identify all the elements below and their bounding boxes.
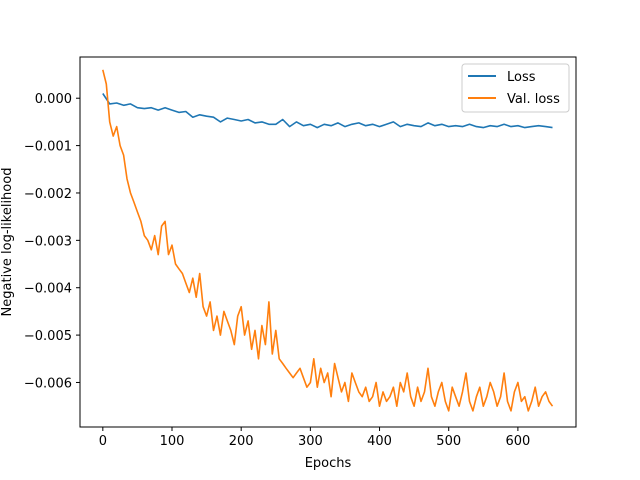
x-tick-label: 600 — [505, 434, 530, 449]
legend-label-loss: Loss — [507, 70, 536, 85]
y-tick-label: −0.006 — [24, 376, 72, 391]
y-tick-label: −0.004 — [24, 282, 72, 297]
x-axis-ticks: 0 100 200 300 400 500 600 — [99, 427, 530, 449]
plot-frame — [79, 56, 577, 428]
y-axis-ticks: 0.000 −0.001 −0.002 −0.003 −0.004 −0.005 −0.00… — [24, 92, 80, 391]
y-tick-label: −0.003 — [24, 234, 72, 249]
series-lines — [102, 69, 554, 412]
y-tick-label: −0.001 — [24, 140, 72, 155]
legend-label-val-loss: Val. loss — [507, 92, 560, 107]
y-tick-label: 0.000 — [35, 92, 72, 107]
y-tick-label: −0.002 — [24, 187, 72, 202]
series-line-val-loss — [102, 69, 554, 412]
x-tick-label: 200 — [229, 434, 254, 449]
series-line-loss — [102, 93, 553, 129]
y-tick-label: −0.005 — [24, 329, 72, 344]
x-tick-label: 0 — [99, 434, 107, 449]
x-tick-label: 100 — [160, 434, 185, 449]
x-tick-label: 400 — [367, 434, 392, 449]
legend: Loss Val. loss — [461, 63, 570, 113]
y-axis-label: Negative log-likelihood — [0, 168, 15, 317]
x-axis-label: Epochs — [305, 456, 352, 471]
x-tick-label: 500 — [436, 434, 461, 449]
x-tick-label: 300 — [298, 434, 323, 449]
